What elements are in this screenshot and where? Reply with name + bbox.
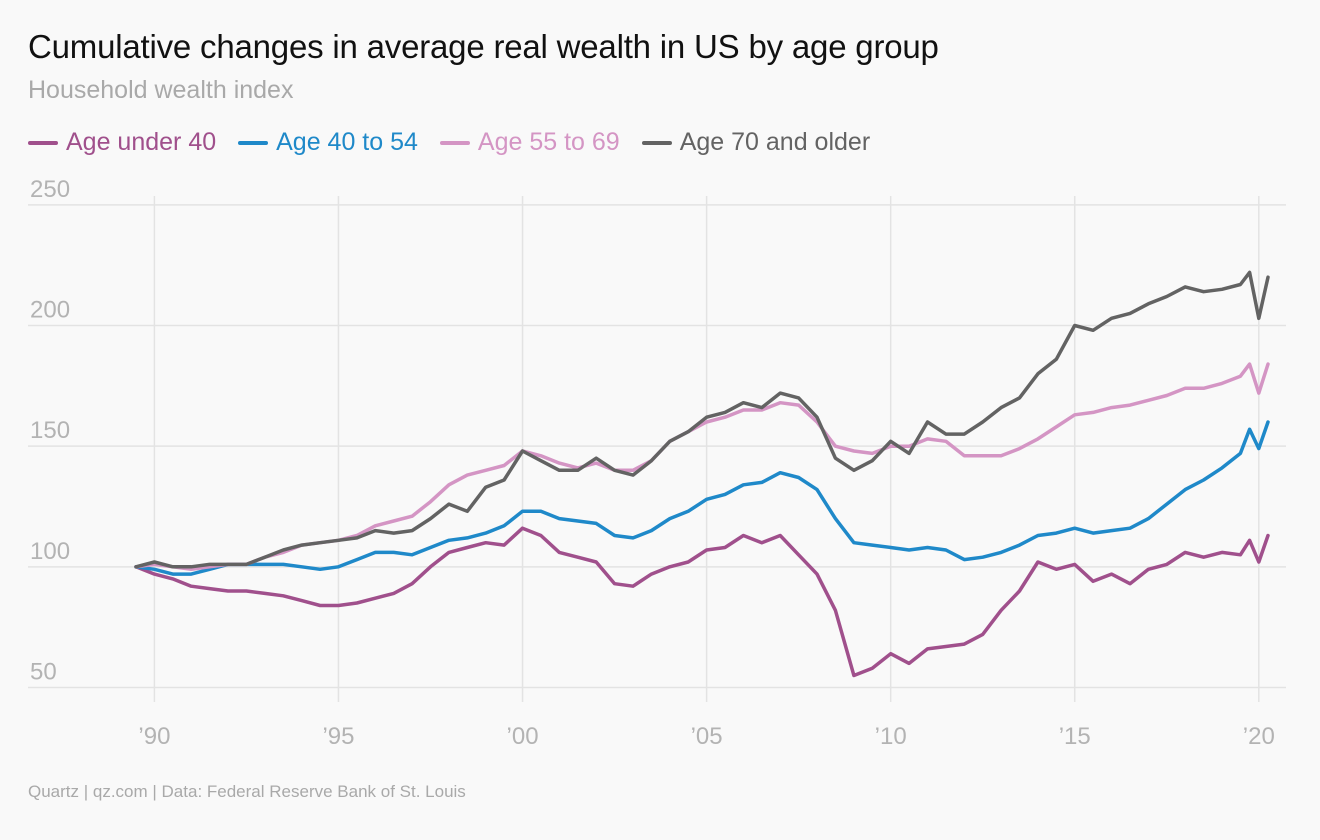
legend-swatch-age-under-40 [28, 140, 58, 145]
legend-item-age-40-to-54: Age 40 to 54 [238, 128, 418, 157]
x-tick-label: ’05 [691, 723, 723, 750]
vertical-gridlines [153, 196, 1260, 702]
y-tick-label: 50 [30, 659, 57, 686]
x-tick-label: ’15 [1059, 723, 1091, 750]
legend-swatch-age-70-and-older [641, 140, 672, 145]
legend-item-age-under-40: Age under 40 [28, 128, 216, 157]
series-line-age-55-to-69 [134, 362, 1270, 572]
x-tick-label: ’10 [875, 723, 907, 750]
y-tick-label: 250 [30, 176, 70, 203]
legend-label-age-under-40: Age under 40 [66, 128, 217, 156]
legend-label-age-70-and-older: Age 70 and older [679, 128, 871, 156]
legend-item-age-70-and-older: Age 70 and older [641, 128, 871, 157]
legend-label-age-55-to-69: Age 55 to 69 [477, 128, 620, 156]
x-tick-label: ’00 [507, 723, 539, 750]
y-tick-label: 150 [30, 417, 70, 444]
chart-title: Cumulative changes in average real wealt… [28, 28, 939, 65]
x-tick-label: ’95 [322, 723, 354, 750]
legend: Age under 40 Age 40 to 54 Age 55 to 69 A… [28, 128, 870, 157]
legend-label-age-40-to-54: Age 40 to 54 [276, 128, 418, 156]
series-line-age-under-40 [134, 526, 1270, 678]
chart-subtitle: Household wealth index [28, 76, 294, 104]
x-tick-label: ’20 [1243, 723, 1275, 750]
series-lines [134, 270, 1270, 678]
horizontal-gridlines [28, 204, 1286, 689]
y-axis-tick-labels: 50 100 150 200 250 [30, 176, 70, 686]
legend-swatch-age-55-to-69 [439, 140, 470, 145]
source-footer: Quartz | qz.com | Data: Federal Reserve … [28, 782, 466, 801]
legend-swatch-age-40-to-54 [238, 140, 269, 145]
y-tick-label: 100 [30, 538, 70, 565]
x-tick-label: ’90 [138, 723, 170, 750]
y-tick-label: 200 [30, 297, 70, 324]
x-axis-tick-labels: ’90 ’95 ’00 ’05 ’10 ’15 ’20 [138, 723, 1274, 750]
series-line-age-40-to-54 [134, 420, 1270, 576]
legend-item-age-55-to-69: Age 55 to 69 [439, 128, 620, 157]
series-line-age-70-and-older [134, 270, 1270, 569]
